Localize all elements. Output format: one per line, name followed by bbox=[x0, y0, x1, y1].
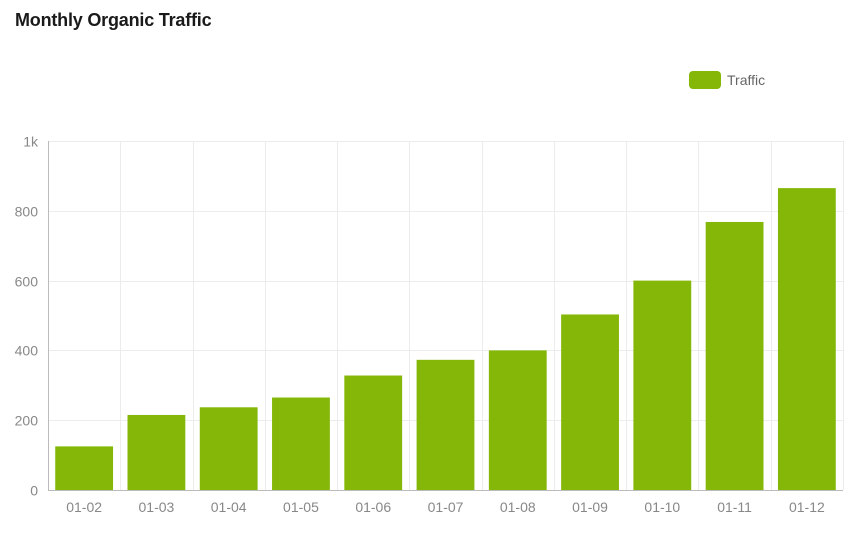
x-tick-label: 01-02 bbox=[66, 499, 102, 515]
y-tick-label: 800 bbox=[15, 204, 39, 220]
bar-01-11[interactable] bbox=[705, 221, 764, 490]
x-tick-label: 01-03 bbox=[139, 499, 175, 515]
y-axis-labels: 0 200 400 600 800 1k bbox=[15, 134, 39, 499]
x-tick-label: 01-10 bbox=[644, 499, 680, 515]
legend[interactable]: Traffic bbox=[689, 71, 765, 89]
x-tick-label: 01-04 bbox=[211, 499, 247, 515]
bar-01-09[interactable] bbox=[561, 314, 619, 490]
bar-01-08[interactable] bbox=[488, 350, 547, 490]
x-tick-label: 01-12 bbox=[789, 499, 825, 515]
y-tick-label: 400 bbox=[15, 343, 39, 359]
bar-01-10[interactable] bbox=[633, 280, 692, 490]
x-axis-labels: 01-02 01-03 01-04 01-05 01-06 01-07 01-08 01-09… bbox=[66, 499, 825, 515]
x-tick-label: 01-06 bbox=[355, 499, 391, 515]
x-tick-label: 01-07 bbox=[428, 499, 464, 515]
y-tick-label: 600 bbox=[15, 274, 39, 290]
bar-01-03[interactable] bbox=[127, 414, 186, 490]
chart-title: Monthly Organic Traffic bbox=[15, 10, 212, 30]
x-tick-label: 01-11 bbox=[717, 499, 752, 515]
bar-01-06[interactable] bbox=[344, 375, 403, 490]
y-tick-label: 0 bbox=[30, 483, 38, 499]
legend-label-traffic: Traffic bbox=[727, 72, 766, 88]
axes bbox=[48, 141, 843, 491]
x-tick-label: 01-05 bbox=[283, 499, 319, 515]
bar-01-02[interactable] bbox=[55, 446, 114, 490]
legend-swatch bbox=[689, 71, 721, 89]
x-tick-label: 01-09 bbox=[572, 499, 608, 515]
bar-01-07[interactable] bbox=[416, 359, 475, 490]
bars bbox=[55, 188, 836, 491]
y-tick-label: 200 bbox=[15, 413, 39, 429]
y-tick-label: 1k bbox=[23, 134, 39, 150]
bar-01-04[interactable] bbox=[199, 407, 258, 490]
bar-01-12[interactable] bbox=[777, 188, 836, 491]
x-tick-label: 01-08 bbox=[500, 499, 536, 515]
bar-01-05[interactable] bbox=[272, 397, 330, 490]
